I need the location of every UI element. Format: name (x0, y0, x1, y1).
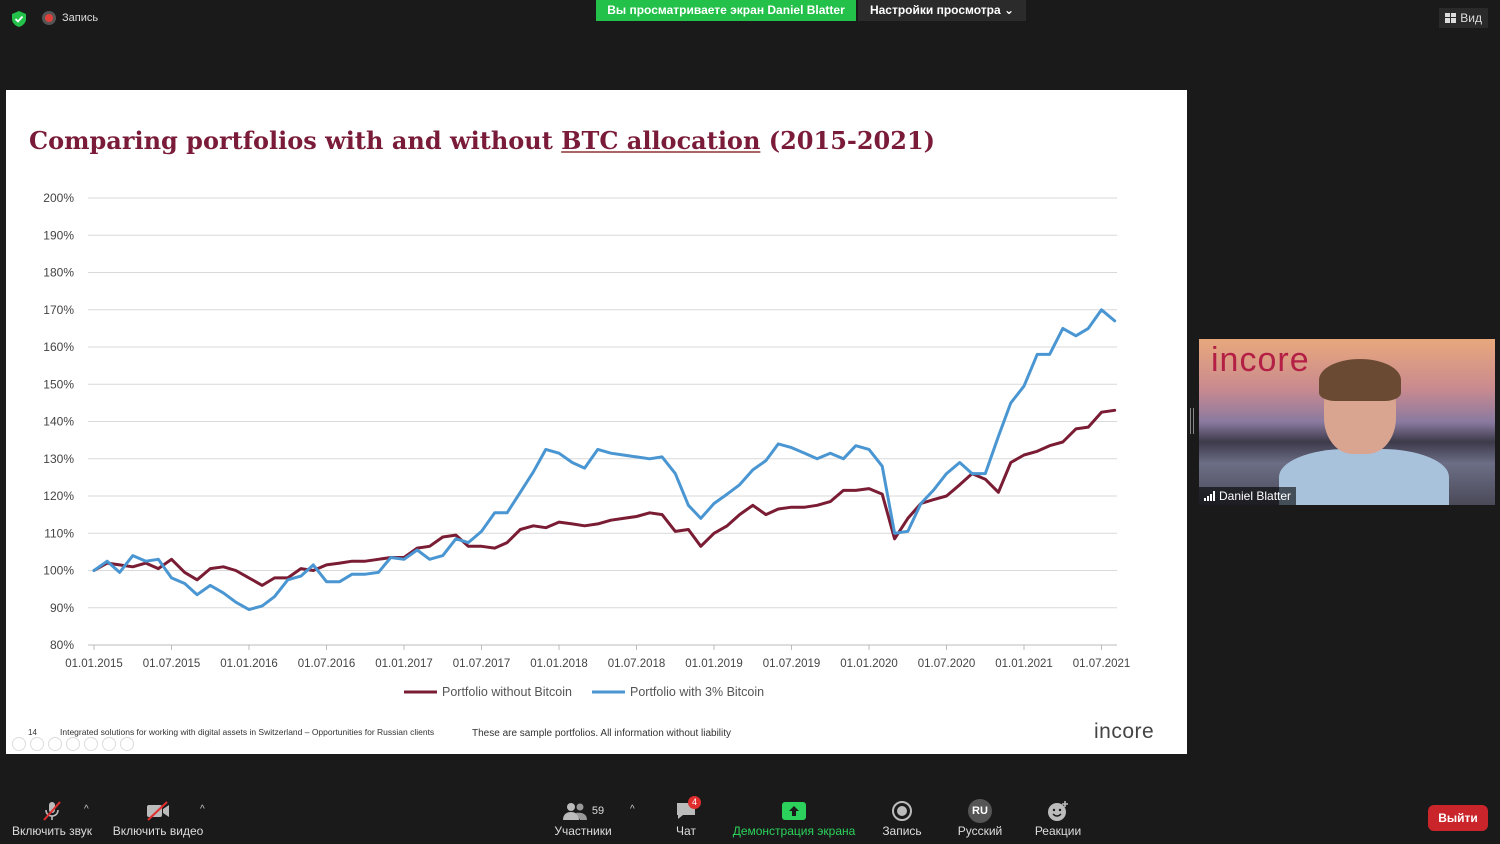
participants-label: Участники (554, 824, 612, 838)
leave-button[interactable]: Выйти (1428, 805, 1488, 831)
view-settings-button[interactable]: Настройки просмотра ⌄ (858, 0, 1026, 21)
x-tick-label: 01.01.2019 (685, 658, 743, 670)
participant-name: Daniel Blatter (1219, 489, 1292, 503)
language-button[interactable]: RU Русский (954, 798, 1006, 838)
zoom-icon[interactable] (84, 737, 98, 751)
bottom-toolbar: Включить звук ^ Включить видео ^ 59 Учас… (0, 788, 1500, 844)
audio-options-chevron-icon[interactable]: ^ (84, 804, 89, 815)
x-tick-label: 01.01.2020 (840, 658, 898, 670)
line-chart: 200% 190% 180% 170% 160% 150% 140% 130% 120% 110%… (43, 191, 1131, 699)
x-tick-label: 01.07.2018 (608, 658, 666, 670)
title-part-2: BTC allocation (561, 126, 761, 155)
share-screen-icon (782, 802, 806, 820)
y-tick-label: 180% (43, 266, 74, 280)
view-button-label: Вид (1460, 11, 1482, 25)
webcam-logo: incore (1211, 341, 1310, 379)
start-video-label: Включить видео (112, 824, 204, 838)
pen-icon[interactable] (48, 737, 62, 751)
person-hair (1319, 359, 1401, 401)
viewing-banner: Вы просматриваете экран Daniel Blatter (596, 0, 856, 21)
panel-splitter[interactable] (1190, 408, 1194, 434)
x-tick-label: 01.07.2021 (1073, 658, 1131, 670)
incore-logo: incore (1094, 720, 1155, 743)
recording-indicator[interactable]: Запись (42, 11, 98, 25)
next-slide-icon[interactable] (30, 737, 44, 751)
slide-controls (12, 737, 134, 751)
video-off-icon (147, 801, 169, 821)
smiley-plus-icon (1048, 801, 1068, 821)
y-tick-label: 150% (43, 377, 74, 391)
view-button[interactable]: Вид (1439, 8, 1488, 28)
unmute-button[interactable]: Включить звук (10, 798, 94, 838)
y-tick-label: 160% (43, 340, 74, 354)
participant-name-tag: Daniel Blatter (1199, 487, 1297, 505)
record-icon (892, 801, 912, 821)
y-tick-label: 130% (43, 452, 74, 466)
footer-disclaimer: These are sample portfolios. All informa… (472, 728, 732, 739)
shared-slide: Comparing portfolios with and without BT… (6, 90, 1187, 754)
shield-icon[interactable] (10, 10, 28, 28)
share-screen-label: Демонстрация экрана (732, 824, 856, 838)
reactions-label: Реакции (1034, 824, 1082, 838)
y-tick-label: 100% (43, 564, 74, 578)
webcam-tile[interactable]: incore Daniel Blatter (1199, 339, 1495, 505)
unmute-label: Включить звук (11, 824, 93, 838)
y-tick-label: 110% (44, 526, 74, 540)
title-part-1: Comparing portfolios with and without (29, 126, 562, 155)
y-tick-label: 80% (50, 638, 74, 652)
legend-label: Portfolio with 3% Bitcoin (630, 685, 764, 699)
screen-icon[interactable] (102, 737, 116, 751)
series-line-with-bitcoin (92, 308, 1117, 612)
language-code: RU (968, 799, 992, 823)
x-tick-label: 01.07.2017 (453, 658, 511, 670)
page-number: 14 (28, 728, 37, 737)
record-label: Запись (882, 824, 922, 838)
slide-title: Comparing portfolios with and without BT… (29, 126, 935, 155)
y-tick-label: 120% (43, 489, 74, 503)
x-tick-label: 01.01.2017 (375, 658, 433, 670)
x-tick-label: 01.01.2015 (65, 658, 123, 670)
legend-label: Portfolio without Bitcoin (442, 685, 572, 699)
signal-bars-icon (1204, 491, 1215, 501)
more-icon[interactable] (120, 737, 134, 751)
y-tick-label: 200% (43, 191, 74, 205)
participants-chevron-icon[interactable]: ^ (630, 804, 635, 815)
participants-button[interactable]: 59 Участники (553, 798, 613, 838)
slides-icon[interactable] (66, 737, 80, 751)
x-tick-label: 01.01.2021 (995, 658, 1053, 670)
person-body (1279, 449, 1449, 505)
grid-icon (1445, 13, 1457, 23)
participants-icon (562, 803, 587, 820)
x-tick-label: 01.01.2018 (530, 658, 588, 670)
x-tick-label: 01.07.2019 (763, 658, 821, 670)
record-button[interactable]: Запись (878, 798, 926, 838)
chat-label: Чат (676, 824, 696, 838)
muted-mic-icon (43, 801, 61, 821)
chat-badge: 4 (688, 796, 702, 809)
x-tick-label: 01.07.2016 (298, 658, 356, 670)
prev-slide-icon[interactable] (12, 737, 26, 751)
y-tick-label: 190% (43, 228, 74, 242)
y-tick-label: 170% (43, 303, 74, 317)
chat-button[interactable]: 4 Чат (666, 796, 706, 838)
video-options-chevron-icon[interactable]: ^ (200, 804, 205, 815)
x-tick-label: 01.07.2020 (918, 658, 976, 670)
start-video-button[interactable]: Включить видео (112, 798, 204, 838)
record-dot-icon (42, 11, 56, 25)
series-line-without-bitcoin (92, 408, 1117, 587)
footer-caption: Integrated solutions for working with di… (60, 727, 435, 737)
y-tick-label: 90% (50, 601, 74, 615)
title-part-3: (2015-2021) (760, 126, 936, 155)
y-tick-label: 140% (43, 415, 74, 429)
language-label: Русский (957, 824, 1003, 838)
x-tick-label: 01.07.2015 (143, 658, 201, 670)
chevron-down-icon: ⌄ (1003, 3, 1015, 17)
participants-count: 59 (591, 805, 605, 817)
recording-label: Запись (62, 12, 99, 24)
top-bar: Запись Вы просматриваете экран Daniel Bl… (0, 0, 1500, 40)
reactions-button[interactable]: Реакции (1032, 798, 1084, 838)
x-tick-label: 01.01.2016 (220, 658, 278, 670)
share-screen-button[interactable]: Демонстрация экрана (730, 798, 858, 838)
view-settings-label: Настройки просмотра (869, 3, 1001, 17)
